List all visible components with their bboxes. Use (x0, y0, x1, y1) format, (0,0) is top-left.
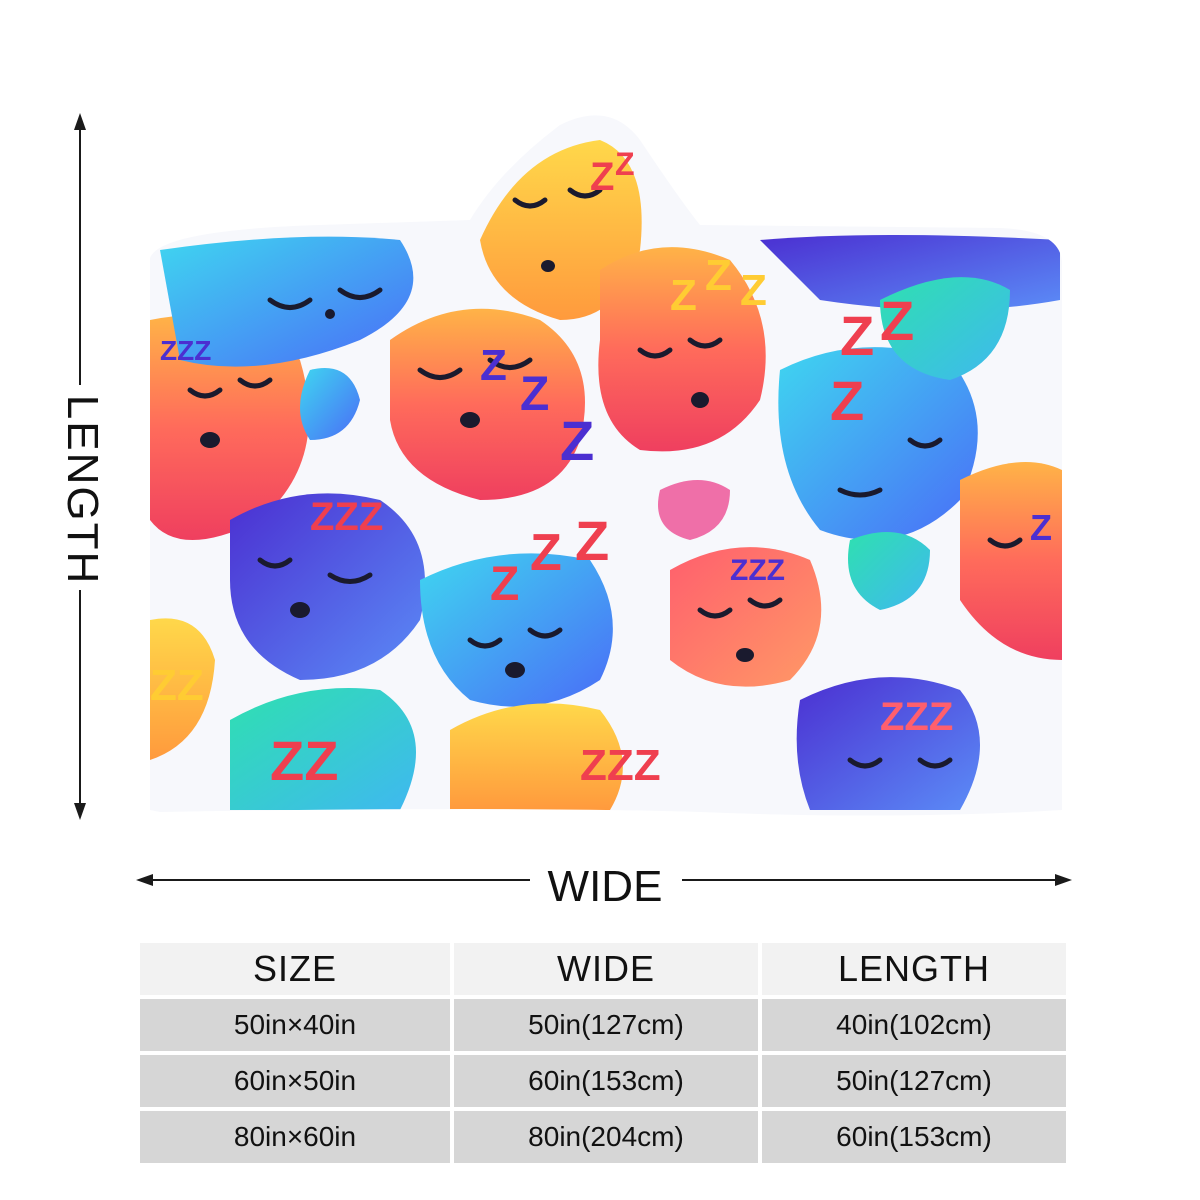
table-row: 60in×50in 60in(153cm) 50in(127cm) (140, 1055, 1066, 1107)
length-arrow (74, 113, 86, 820)
svg-text:Z: Z (880, 289, 914, 352)
cell-wide: 60in(153cm) (454, 1055, 758, 1107)
blob-teal-right (880, 277, 1010, 380)
blob-orange-right (960, 462, 1062, 660)
blob-pink-small (658, 480, 730, 540)
sleepy-face-icons (187, 187, 1023, 769)
blob-coral-right (670, 547, 822, 687)
cell-size: 50in×40in (140, 999, 450, 1051)
blob-teal-small (848, 532, 930, 610)
svg-text:ZZ: ZZ (150, 661, 204, 710)
svg-text:Z: Z (590, 155, 614, 199)
blob-orange-center (598, 247, 766, 452)
svg-text:ZZZ: ZZZ (580, 741, 661, 790)
length-dimension-label: LENGTH (58, 394, 107, 586)
svg-text:ZZZ: ZZZ (880, 695, 953, 739)
table-row: 80in×60in 80in(204cm) 60in(153cm) (140, 1111, 1066, 1163)
svg-text:Z: Z (520, 368, 549, 421)
svg-text:Z: Z (530, 524, 562, 582)
blob-purple-center (230, 493, 425, 680)
blob-teal-bottom (230, 688, 416, 810)
cell-size: 80in×60in (140, 1111, 450, 1163)
svg-text:Z: Z (490, 558, 519, 611)
blob-red-left (150, 315, 309, 540)
cell-size: 60in×50in (140, 1055, 450, 1107)
wide-arrow (136, 874, 1072, 886)
blob-blue-center (420, 553, 613, 707)
sleepy-mouth-icons (200, 260, 754, 678)
svg-text:ZZZ: ZZZ (310, 495, 383, 539)
svg-text:Z: Z (1030, 507, 1052, 548)
svg-text:Z: Z (830, 369, 864, 432)
table-row: 50in×40in 50in(127cm) 40in(102cm) (140, 999, 1066, 1051)
blob-purple-bottom-right (796, 677, 980, 810)
header-wide: WIDE (454, 943, 758, 995)
svg-text:Z: Z (615, 146, 635, 182)
wide-dimension-label: WIDE (547, 862, 663, 911)
blob-yellow-bottom (450, 703, 623, 810)
svg-text:Z: Z (840, 304, 874, 367)
cell-length: 50in(127cm) (762, 1055, 1066, 1107)
svg-text:Z: Z (560, 409, 594, 472)
size-chart-table: SIZE WIDE LENGTH 50in×40in 50in(127cm) 4… (136, 939, 1070, 1167)
svg-text:ZZZ: ZZZ (730, 554, 785, 587)
blob-blue-top-left (160, 236, 414, 367)
svg-text:Z: Z (575, 509, 609, 572)
blob-yellow-bottom-left (150, 618, 215, 760)
cell-wide: 50in(127cm) (454, 999, 758, 1051)
size-chart-header-row: SIZE WIDE LENGTH (140, 943, 1066, 995)
svg-text:Z: Z (740, 266, 767, 315)
header-length: LENGTH (762, 943, 1066, 995)
blob-blue-right (778, 347, 978, 540)
blob-red-center (390, 308, 585, 500)
cell-length: 40in(102cm) (762, 999, 1066, 1051)
blob-blue-small (300, 368, 360, 440)
svg-text:Z: Z (705, 251, 732, 300)
svg-text:Z: Z (480, 341, 507, 390)
cell-length: 60in(153cm) (762, 1111, 1066, 1163)
svg-text:Z: Z (670, 271, 697, 320)
cell-wide: 80in(204cm) (454, 1111, 758, 1163)
svg-text:ZZZ: ZZZ (160, 335, 211, 366)
header-size: SIZE (140, 943, 450, 995)
svg-text:ZZ: ZZ (270, 729, 338, 792)
